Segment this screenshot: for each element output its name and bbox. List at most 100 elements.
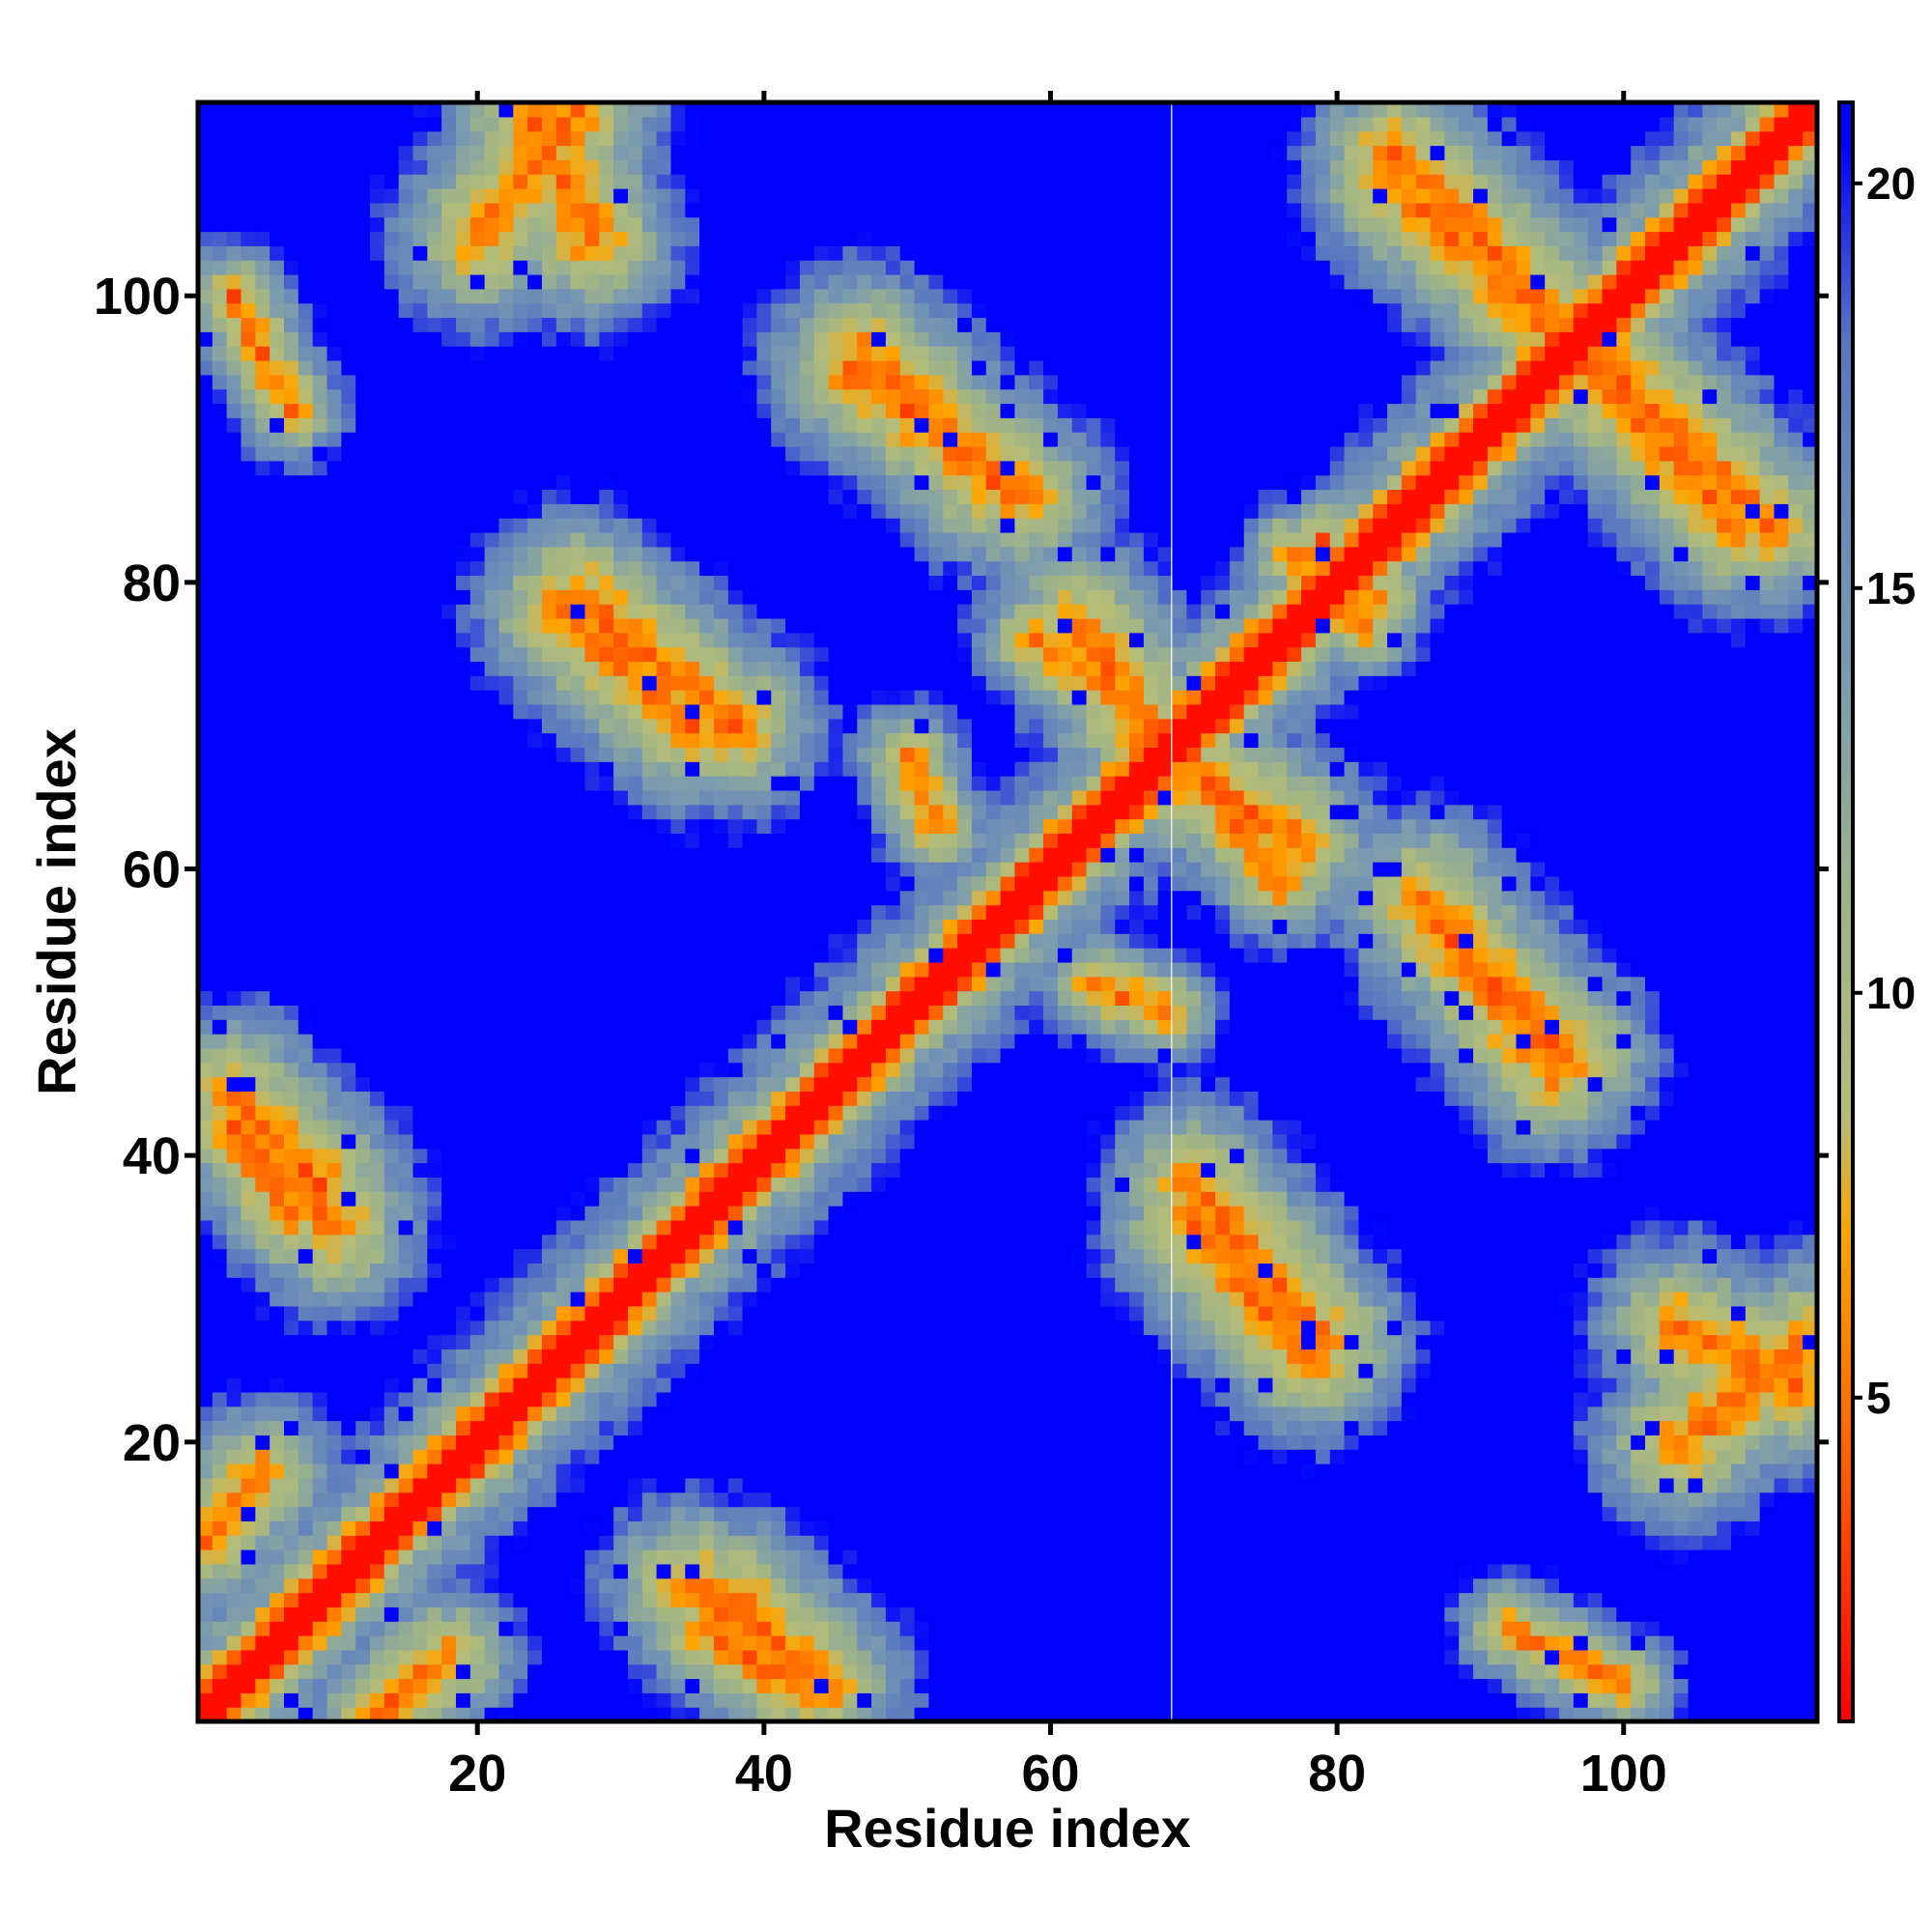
heatmap-cell	[756, 862, 772, 877]
heatmap-cell	[298, 1463, 314, 1479]
heatmap-cell	[584, 317, 600, 332]
heatmap-cell	[198, 560, 213, 577]
heatmap-cell	[427, 1349, 442, 1364]
heatmap-cell	[298, 1263, 314, 1278]
heatmap-cell	[799, 202, 815, 218]
heatmap-cell	[198, 718, 213, 734]
heatmap-cell	[198, 1492, 213, 1508]
heatmap-cell	[613, 216, 629, 233]
heatmap-cell	[283, 445, 299, 462]
heatmap-cell	[369, 245, 385, 261]
heatmap-cell	[555, 531, 572, 548]
heatmap-cell	[355, 804, 371, 820]
heatmap-cell	[799, 302, 815, 319]
heatmap-cell	[498, 890, 514, 906]
heatmap-cell	[255, 1692, 270, 1708]
heatmap-cell	[555, 948, 572, 963]
heatmap-cell	[212, 1349, 228, 1364]
heatmap-cell	[641, 331, 658, 347]
heatmap-cell	[756, 646, 772, 663]
heatmap-cell	[742, 445, 758, 462]
heatmap-cell	[283, 1062, 299, 1078]
heatmap-cell	[785, 174, 801, 189]
heatmap-cell	[713, 1349, 729, 1364]
heatmap-cell	[441, 919, 457, 934]
heatmap-cell	[484, 1019, 500, 1035]
heatmap-cell	[799, 346, 815, 361]
heatmap-cell	[670, 474, 686, 491]
heatmap-cell	[584, 403, 600, 418]
heatmap-cell	[498, 646, 514, 663]
heatmap-cell	[527, 1621, 543, 1636]
heatmap-cell	[341, 1391, 356, 1407]
heatmap-cell	[198, 1477, 213, 1493]
heatmap-cell	[584, 1047, 600, 1064]
heatmap-cell	[255, 202, 270, 218]
heatmap-cell	[685, 919, 700, 934]
heatmap-cell	[441, 317, 457, 332]
heatmap-cell	[785, 388, 801, 405]
heatmap-cell	[226, 804, 242, 820]
heatmap-cell	[513, 187, 528, 204]
heatmap-cell	[455, 575, 471, 590]
heatmap-cell	[355, 1707, 371, 1722]
heatmap-cell	[270, 489, 285, 504]
heatmap-cell	[713, 718, 729, 734]
heatmap-cell	[226, 145, 242, 160]
heatmap-cell	[427, 1076, 442, 1092]
heatmap-cell	[613, 1420, 629, 1435]
heatmap-cell	[685, 417, 700, 433]
heatmap-cell	[212, 948, 228, 963]
heatmap-cell	[441, 1047, 457, 1064]
heatmap-cell	[241, 961, 256, 978]
heatmap-cell	[599, 1191, 614, 1207]
heatmap-cell	[355, 890, 371, 906]
heatmap-cell	[641, 1177, 658, 1192]
heatmap-cell	[555, 1191, 572, 1207]
heatmap-cell	[298, 1091, 314, 1106]
heatmap-cell	[198, 1606, 213, 1622]
heatmap-cell	[384, 1219, 400, 1236]
heatmap-cell	[742, 1492, 758, 1508]
heatmap-cell	[327, 1120, 342, 1135]
heatmap-cell	[756, 503, 772, 519]
heatmap-cell	[756, 875, 772, 892]
heatmap-cell	[670, 1034, 686, 1049]
heatmap-cell	[355, 531, 371, 548]
heatmap-cell	[627, 1577, 643, 1594]
heatmap-cell	[455, 589, 471, 605]
heatmap-cell	[412, 1005, 428, 1020]
heatmap-cell	[742, 589, 758, 605]
heatmap-cell	[441, 575, 457, 590]
heatmap-cell	[799, 1162, 815, 1178]
heatmap-cell	[283, 489, 299, 504]
heatmap-cell	[641, 317, 658, 332]
heatmap-cell	[742, 1435, 758, 1450]
heatmap-cell	[513, 875, 528, 892]
heatmap-cell	[541, 1363, 557, 1378]
heatmap-cell	[369, 1133, 385, 1150]
heatmap-cell	[541, 245, 557, 261]
heatmap-cell	[327, 1577, 342, 1594]
heatmap-cell	[771, 1162, 786, 1178]
heatmap-cell	[670, 990, 686, 1007]
heatmap-cell	[469, 1292, 486, 1307]
heatmap-cell	[527, 546, 543, 562]
heatmap-cell	[283, 1363, 299, 1378]
heatmap-cell	[369, 546, 385, 562]
heatmap-cell	[527, 531, 543, 548]
heatmap-cell	[813, 102, 830, 118]
heatmap-cell	[270, 1678, 285, 1693]
heatmap-cell	[441, 847, 457, 863]
heatmap-cell	[713, 432, 729, 447]
heatmap-cell	[312, 260, 328, 275]
heatmap-cell	[412, 518, 428, 533]
heatmap-cell	[355, 976, 371, 992]
heatmap-cell	[513, 374, 528, 390]
heatmap-cell	[513, 546, 528, 562]
heatmap-cell	[656, 617, 672, 634]
heatmap-cell	[327, 1292, 342, 1307]
heatmap-cell	[699, 1320, 715, 1336]
heatmap-cell	[198, 961, 213, 978]
heatmap-cell	[813, 1535, 830, 1550]
